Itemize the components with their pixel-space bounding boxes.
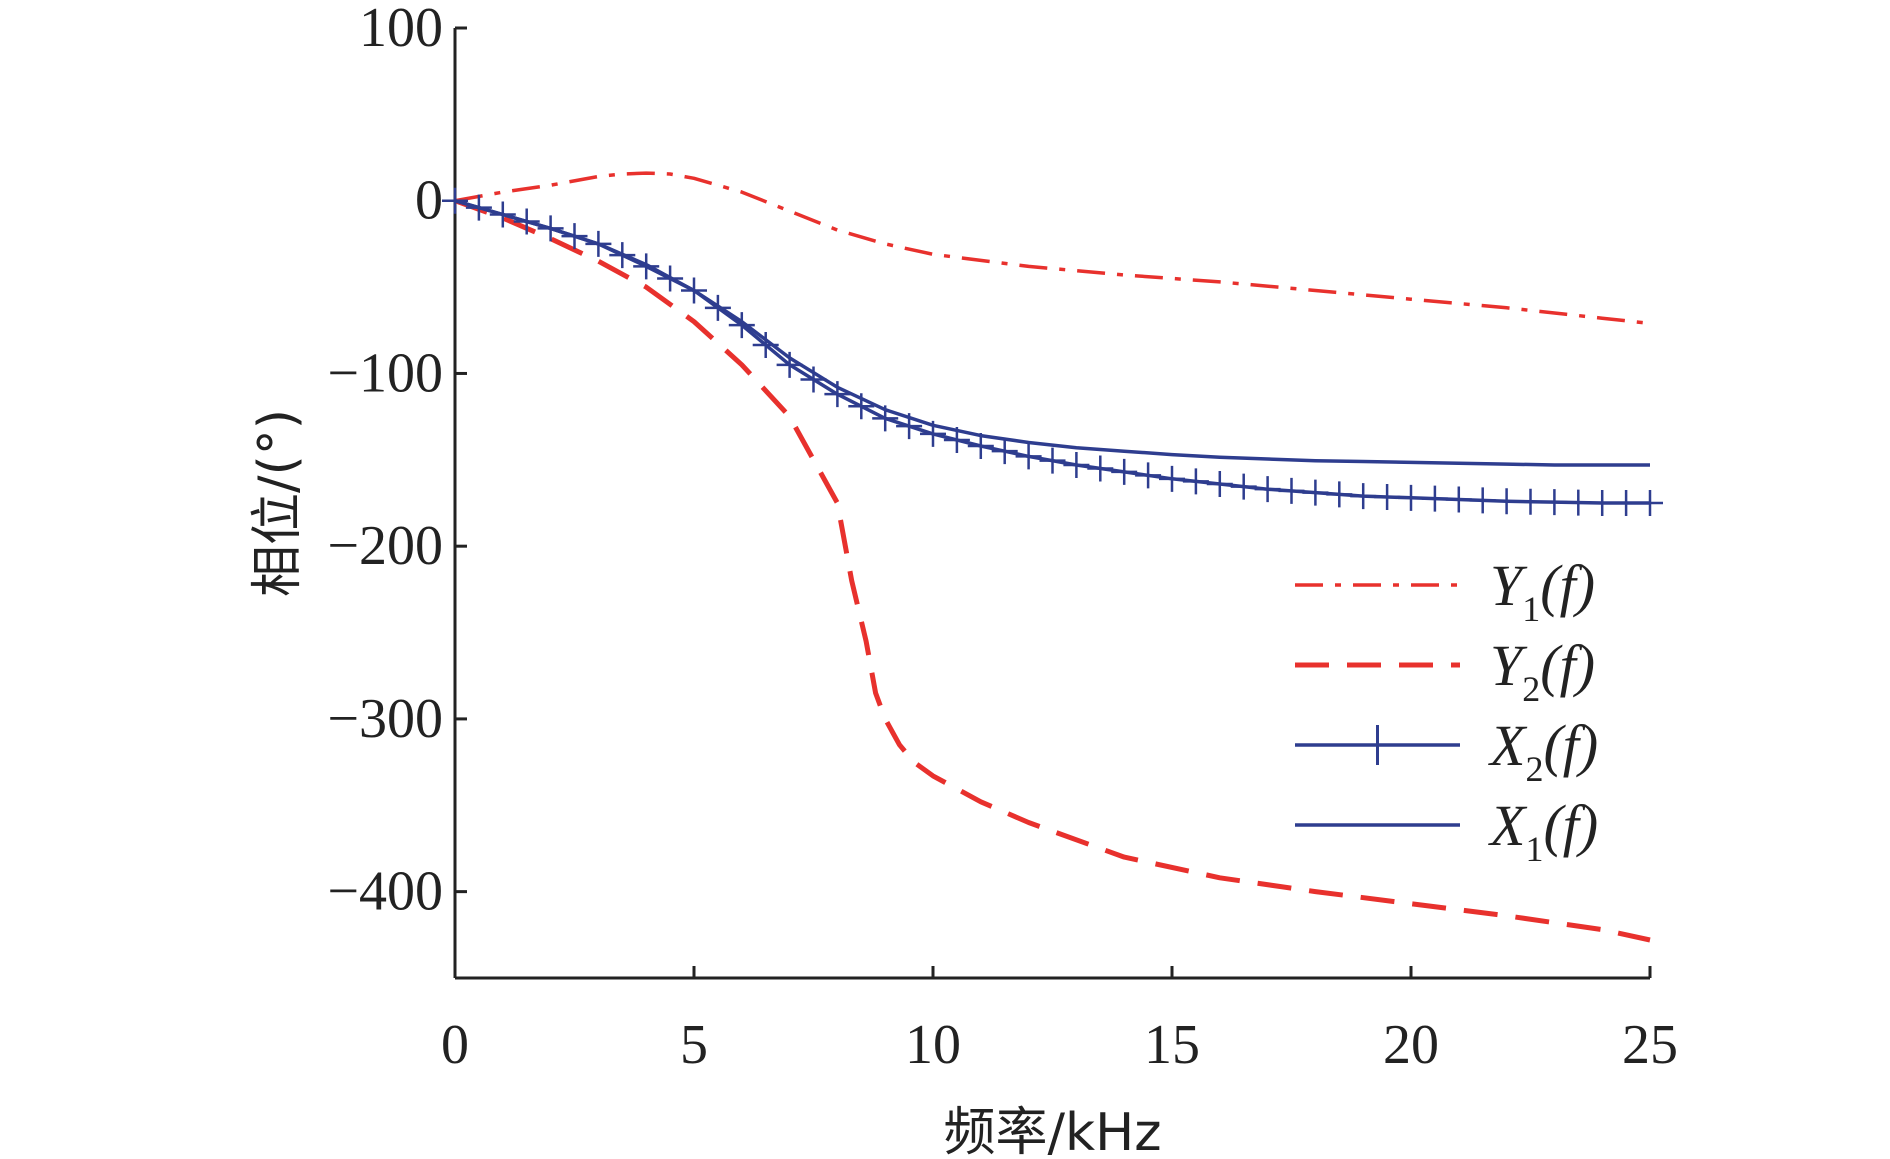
- series-point-x2f: [1398, 484, 1424, 511]
- series-group: [442, 171, 1663, 943]
- series-point-x2f: [1350, 483, 1377, 510]
- series-point-x2f: [1111, 458, 1138, 485]
- series-point-x2f: [824, 381, 851, 408]
- series-point-x2f: [1278, 477, 1305, 504]
- legend: Y1(f)Y2(f)X2(f)X1(f): [1295, 553, 1598, 869]
- series-point-x2f: [1230, 473, 1257, 500]
- series-point-x2f: [991, 438, 1018, 465]
- y-tick-label: 0: [415, 170, 443, 232]
- x-tick-label: 0: [441, 1014, 469, 1076]
- legend-label-rest: (f): [1543, 793, 1598, 858]
- series-point-x2f: [1015, 443, 1042, 470]
- legend-label-rest: (f): [1543, 713, 1598, 778]
- legend-label-rest: (f): [1540, 553, 1595, 618]
- series-point-x2f: [1039, 447, 1066, 474]
- legend-label-main: Y: [1490, 633, 1528, 698]
- series-point-x2f: [1206, 471, 1233, 497]
- series-point-x2f: [1087, 455, 1114, 482]
- x-tick-label: 20: [1383, 1014, 1439, 1076]
- axes: 0 5 10 15 20 25 100 0 −100 −200 −300 −400 频率/kHz 相位/(…: [248, 0, 1678, 1159]
- x-axis-title: 频率/kHz: [943, 1103, 1161, 1159]
- legend-label-main: Y: [1490, 553, 1528, 618]
- series-point-x2f: [1613, 490, 1640, 516]
- series-point-x2f: [1541, 489, 1568, 516]
- series-point-x2f: [1421, 485, 1448, 512]
- series-point-x2f: [1254, 476, 1281, 503]
- x-tick-label: 25: [1622, 1014, 1678, 1076]
- legend-label-sub: 1: [1522, 589, 1540, 629]
- series-point-x2f: [1517, 488, 1544, 515]
- y-tick-label: −200: [327, 515, 443, 577]
- y-tick-label: −300: [327, 688, 443, 750]
- y-axis-title: 相位/(°): [248, 409, 308, 597]
- series-line-x1f: [454, 199, 1650, 467]
- series-point-x2f: [1565, 489, 1592, 516]
- series-point-x2f: [1637, 490, 1663, 516]
- x-tick-label: 5: [680, 1014, 708, 1076]
- series-point-x2f: [1182, 468, 1209, 495]
- series-point-x2f: [1159, 465, 1185, 492]
- legend-label: X1(f): [1488, 793, 1598, 869]
- x-tick-label: 10: [905, 1014, 961, 1076]
- series-point-x2f: [1135, 462, 1162, 489]
- legend-swatch-marker: [1363, 725, 1392, 765]
- series-point-x2f: [1063, 452, 1090, 478]
- series-point-x2f: [1326, 481, 1353, 508]
- legend-label-sub: 2: [1525, 749, 1543, 789]
- series-point-x2f: [1445, 486, 1472, 513]
- series-point-x2f: [1469, 487, 1496, 514]
- x-tick-label: 15: [1144, 1014, 1200, 1076]
- series-line-y1f: [454, 171, 1651, 326]
- legend-label-main: X: [1488, 713, 1528, 778]
- series-point-x2f: [1493, 488, 1520, 515]
- series-point-x2f: [1589, 490, 1616, 516]
- y-tick-label: −100: [327, 342, 443, 404]
- series-point-x2f: [1302, 479, 1329, 506]
- y-tick-label: 100: [359, 0, 443, 59]
- legend-label-rest: (f): [1540, 633, 1595, 698]
- legend-label-sub: 2: [1522, 669, 1540, 709]
- legend-label-sub: 1: [1525, 829, 1543, 869]
- series-point-x2f: [1374, 483, 1401, 510]
- legend-label: X2(f): [1488, 713, 1598, 789]
- legend-label: Y2(f): [1490, 633, 1595, 709]
- series-point-x2f: [728, 312, 755, 339]
- y-tick-label: −400: [327, 861, 443, 923]
- legend-label: Y1(f): [1490, 553, 1595, 629]
- legend-label-main: X: [1488, 793, 1528, 858]
- series-line-y2f: [454, 198, 1651, 943]
